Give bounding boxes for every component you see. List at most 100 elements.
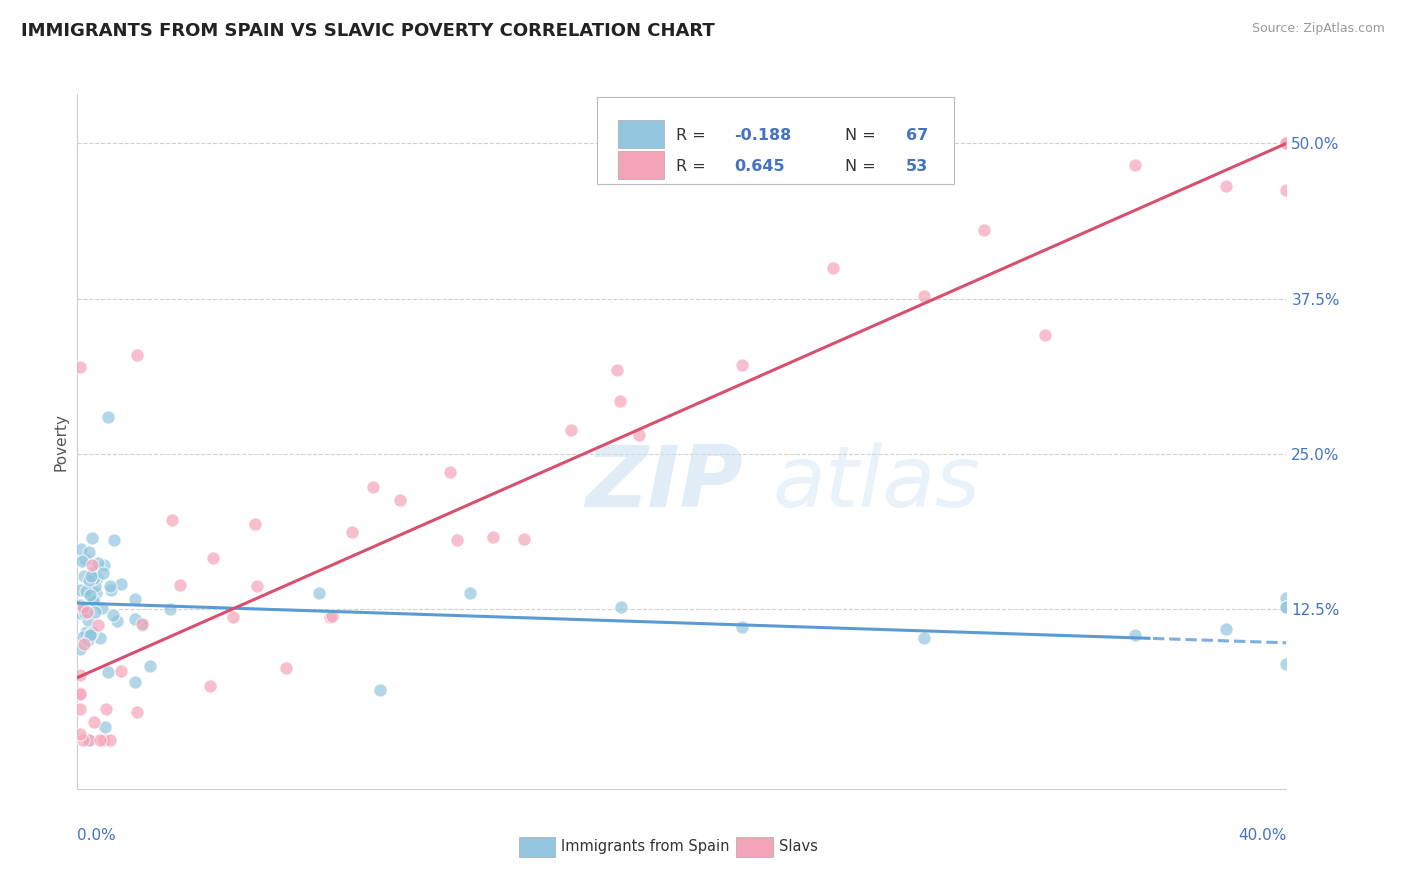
Point — [90, 601, 112, 615]
Point — [76, 633, 98, 648]
Point — [75, 606, 97, 620]
Point — [274, 661, 297, 675]
Point — [1275, 136, 1298, 151]
Text: 53: 53 — [905, 159, 928, 174]
Text: -0.188: -0.188 — [734, 128, 792, 143]
Point — [100, 582, 122, 597]
FancyBboxPatch shape — [737, 838, 773, 857]
Point — [75, 583, 97, 598]
Point — [131, 617, 153, 632]
Point — [69, 687, 91, 701]
Point — [308, 586, 330, 600]
Point — [139, 658, 162, 673]
Point — [77, 545, 100, 559]
Point — [389, 493, 412, 508]
Point — [222, 610, 245, 624]
Point — [1275, 657, 1298, 672]
Point — [1275, 183, 1298, 197]
Point — [105, 615, 128, 629]
Point — [1275, 591, 1298, 606]
Point — [512, 532, 534, 546]
Point — [1123, 158, 1146, 172]
Text: ZIP: ZIP — [585, 442, 742, 524]
Point — [446, 533, 468, 547]
Point — [912, 289, 935, 303]
Point — [80, 531, 103, 545]
Point — [89, 732, 111, 747]
Point — [98, 579, 121, 593]
Point — [245, 579, 267, 593]
Point — [160, 513, 183, 527]
Point — [731, 619, 754, 633]
Point — [1033, 328, 1056, 343]
Point — [77, 732, 100, 747]
Point — [159, 602, 181, 616]
Text: R =: R = — [676, 128, 711, 143]
Text: 0.0%: 0.0% — [77, 828, 117, 843]
Text: 67: 67 — [905, 128, 928, 143]
Point — [96, 702, 118, 716]
Point — [1215, 179, 1237, 194]
Text: Source: ZipAtlas.com: Source: ZipAtlas.com — [1251, 22, 1385, 36]
Point — [80, 585, 103, 599]
FancyBboxPatch shape — [519, 838, 555, 857]
FancyBboxPatch shape — [598, 97, 955, 184]
Point — [94, 720, 117, 734]
Text: 0.645: 0.645 — [734, 159, 785, 174]
Point — [198, 679, 221, 693]
Point — [82, 624, 104, 639]
Point — [69, 727, 91, 741]
Point — [482, 530, 505, 544]
Point — [93, 558, 115, 572]
Point — [458, 586, 481, 600]
Point — [72, 601, 94, 615]
Point — [73, 569, 96, 583]
Text: IMMIGRANTS FROM SPAIN VS SLAVIC POVERTY CORRELATION CHART: IMMIGRANTS FROM SPAIN VS SLAVIC POVERTY … — [21, 22, 714, 40]
Point — [610, 599, 633, 614]
Point — [1123, 628, 1146, 642]
Point — [124, 674, 146, 689]
Point — [627, 428, 650, 442]
Text: N =: N = — [845, 159, 882, 174]
Point — [86, 571, 108, 585]
Text: Immigrants from Spain: Immigrants from Spain — [561, 839, 730, 854]
Point — [80, 626, 103, 640]
Point — [80, 626, 103, 640]
Point — [110, 664, 132, 678]
Point — [97, 665, 120, 679]
Point — [93, 732, 115, 747]
Point — [110, 576, 132, 591]
Point — [72, 600, 94, 615]
FancyBboxPatch shape — [617, 152, 664, 179]
Point — [77, 613, 100, 627]
Point — [912, 632, 935, 646]
Point — [821, 260, 844, 275]
Point — [69, 686, 91, 700]
Point — [79, 588, 101, 602]
Point — [731, 358, 754, 372]
Point — [79, 568, 101, 582]
Point — [609, 394, 631, 409]
Point — [69, 598, 91, 612]
Point — [1275, 599, 1298, 614]
Point — [83, 593, 105, 607]
Point — [1275, 136, 1298, 151]
Point — [72, 732, 94, 747]
Point — [86, 618, 108, 632]
Point — [82, 571, 104, 585]
Point — [83, 565, 105, 579]
Point — [124, 612, 146, 626]
Point — [84, 605, 107, 619]
Point — [973, 223, 995, 237]
Point — [77, 573, 100, 587]
Point — [79, 628, 101, 642]
Point — [73, 637, 96, 651]
Point — [124, 592, 146, 607]
Point — [340, 525, 363, 540]
Point — [73, 552, 96, 566]
Point — [84, 586, 107, 600]
Point — [606, 363, 628, 377]
Point — [69, 641, 91, 656]
Point — [91, 566, 114, 580]
Point — [83, 714, 105, 729]
